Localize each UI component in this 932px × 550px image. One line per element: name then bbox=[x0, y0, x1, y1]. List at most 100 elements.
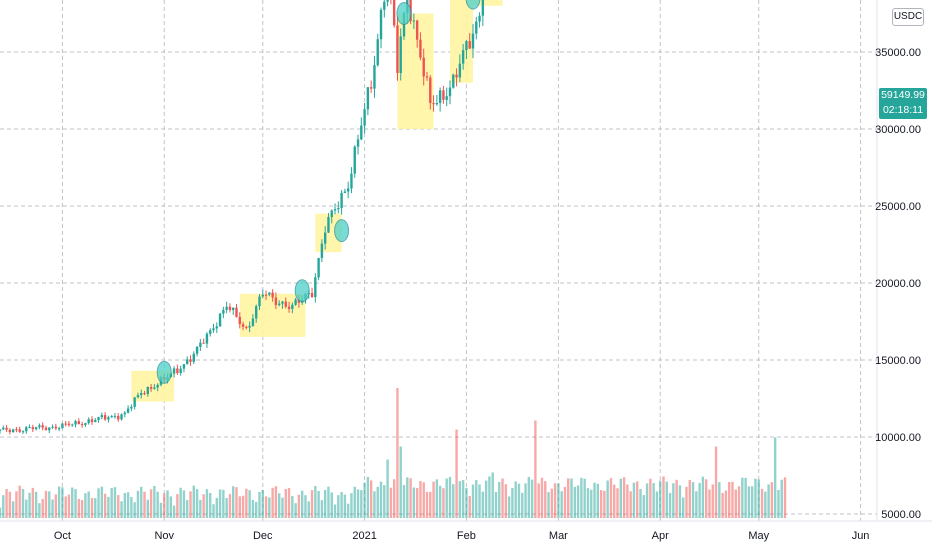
volume-bar bbox=[346, 503, 350, 518]
candle-body bbox=[360, 125, 363, 140]
volume-bar bbox=[123, 493, 127, 518]
volume-bar bbox=[340, 491, 343, 518]
volume-bar bbox=[465, 487, 468, 518]
volume-bar bbox=[163, 493, 166, 518]
candle-body bbox=[5, 427, 8, 430]
candle-body bbox=[356, 139, 360, 147]
volume-bar bbox=[337, 495, 340, 518]
price-axis[interactable]: 5000.00 10000.00 15000.00 20000.00 25000.00 3… bbox=[875, 0, 921, 521]
volume-bar bbox=[97, 488, 100, 518]
volume-bar bbox=[727, 482, 731, 518]
volume-bar bbox=[504, 484, 508, 518]
volume-bar bbox=[87, 491, 90, 518]
time-tick-label: 2021 bbox=[352, 530, 376, 542]
candle-body bbox=[291, 304, 294, 309]
volume-bar bbox=[251, 499, 255, 518]
price-tick-label: 5000.00 bbox=[881, 509, 921, 521]
volume-bar bbox=[639, 489, 642, 518]
volume-bar bbox=[149, 489, 153, 518]
volume-bar bbox=[5, 488, 8, 518]
price-tick-label: 25000.00 bbox=[875, 201, 921, 213]
volume-bar bbox=[488, 476, 491, 518]
volume-bar bbox=[770, 482, 774, 518]
volume-bar bbox=[389, 487, 393, 518]
volume-bar bbox=[409, 478, 412, 518]
volume-bar bbox=[557, 483, 560, 518]
candle-body bbox=[468, 41, 471, 49]
volume-bar bbox=[215, 497, 218, 518]
candle-body bbox=[373, 65, 376, 89]
time-axis[interactable]: Oct Nov Dec 2021 Feb Mar Apr May Jun bbox=[54, 530, 870, 542]
volume-bar bbox=[645, 483, 649, 518]
volume-bar bbox=[711, 484, 714, 518]
candle-body bbox=[353, 146, 356, 174]
volume-bar bbox=[534, 420, 537, 518]
currency-badge[interactable]: USDC bbox=[892, 8, 924, 26]
volume-bar bbox=[402, 485, 406, 518]
volume-bar bbox=[360, 490, 363, 518]
candle-body bbox=[333, 209, 337, 211]
volume-bar bbox=[212, 504, 215, 518]
volume-bar bbox=[18, 485, 21, 518]
volume-bar bbox=[205, 489, 209, 518]
candle-body bbox=[199, 342, 202, 347]
candle-body bbox=[475, 21, 478, 34]
candle-body bbox=[18, 429, 21, 432]
volume-bar bbox=[44, 490, 48, 518]
volume-bar bbox=[225, 498, 228, 518]
volume-bar bbox=[659, 480, 662, 518]
volume-bar bbox=[767, 484, 770, 518]
volume-bar bbox=[176, 494, 179, 518]
volume-bar bbox=[392, 479, 396, 518]
candle-body bbox=[97, 417, 100, 420]
volume-bar bbox=[350, 493, 353, 518]
volume-bars bbox=[0, 388, 787, 518]
volume-bar bbox=[15, 491, 18, 518]
volume-bar bbox=[228, 494, 232, 518]
candle-body bbox=[442, 90, 445, 100]
volume-bar bbox=[126, 492, 130, 518]
volume-bar bbox=[672, 483, 675, 518]
volume-bar bbox=[695, 491, 698, 518]
candle-body bbox=[248, 325, 251, 328]
volume-bar bbox=[379, 481, 383, 518]
candle-body bbox=[71, 424, 74, 426]
price-tick-label: 10000.00 bbox=[875, 432, 921, 444]
volume-bar bbox=[442, 488, 445, 518]
volume-bar bbox=[172, 505, 176, 518]
volume-bar bbox=[609, 478, 613, 518]
volume-bar bbox=[48, 491, 51, 518]
volume-bar bbox=[780, 479, 783, 518]
volume-bar bbox=[327, 486, 330, 518]
volume-bar bbox=[169, 496, 173, 518]
volume-bar bbox=[383, 485, 386, 518]
volume-bar bbox=[744, 477, 747, 518]
volume-bar bbox=[544, 481, 547, 518]
volume-bar bbox=[103, 493, 107, 518]
volume-bar bbox=[248, 490, 251, 518]
pattern-markers bbox=[156, 0, 481, 384]
volume-bar bbox=[369, 480, 373, 518]
candle-body bbox=[268, 292, 271, 295]
time-tick-label: Dec bbox=[253, 530, 273, 542]
volume-bar bbox=[586, 488, 590, 518]
volume-bar bbox=[754, 478, 757, 518]
candle-body bbox=[172, 368, 176, 374]
volume-bar bbox=[626, 484, 629, 518]
candle-body bbox=[294, 299, 297, 305]
candle-body bbox=[222, 309, 225, 314]
volume-bar bbox=[655, 491, 659, 518]
candle-body bbox=[143, 393, 146, 395]
volume-bar bbox=[445, 478, 448, 518]
candle-body bbox=[386, 0, 389, 2]
volume-bar bbox=[107, 496, 110, 518]
candle-body bbox=[21, 431, 25, 433]
volume-bar bbox=[74, 489, 77, 518]
volume-bar bbox=[432, 481, 435, 518]
volume-bar bbox=[721, 493, 724, 518]
volume-bar bbox=[333, 504, 337, 518]
candle-body bbox=[48, 427, 51, 431]
candle-body bbox=[2, 427, 5, 430]
volume-bar bbox=[245, 488, 248, 518]
